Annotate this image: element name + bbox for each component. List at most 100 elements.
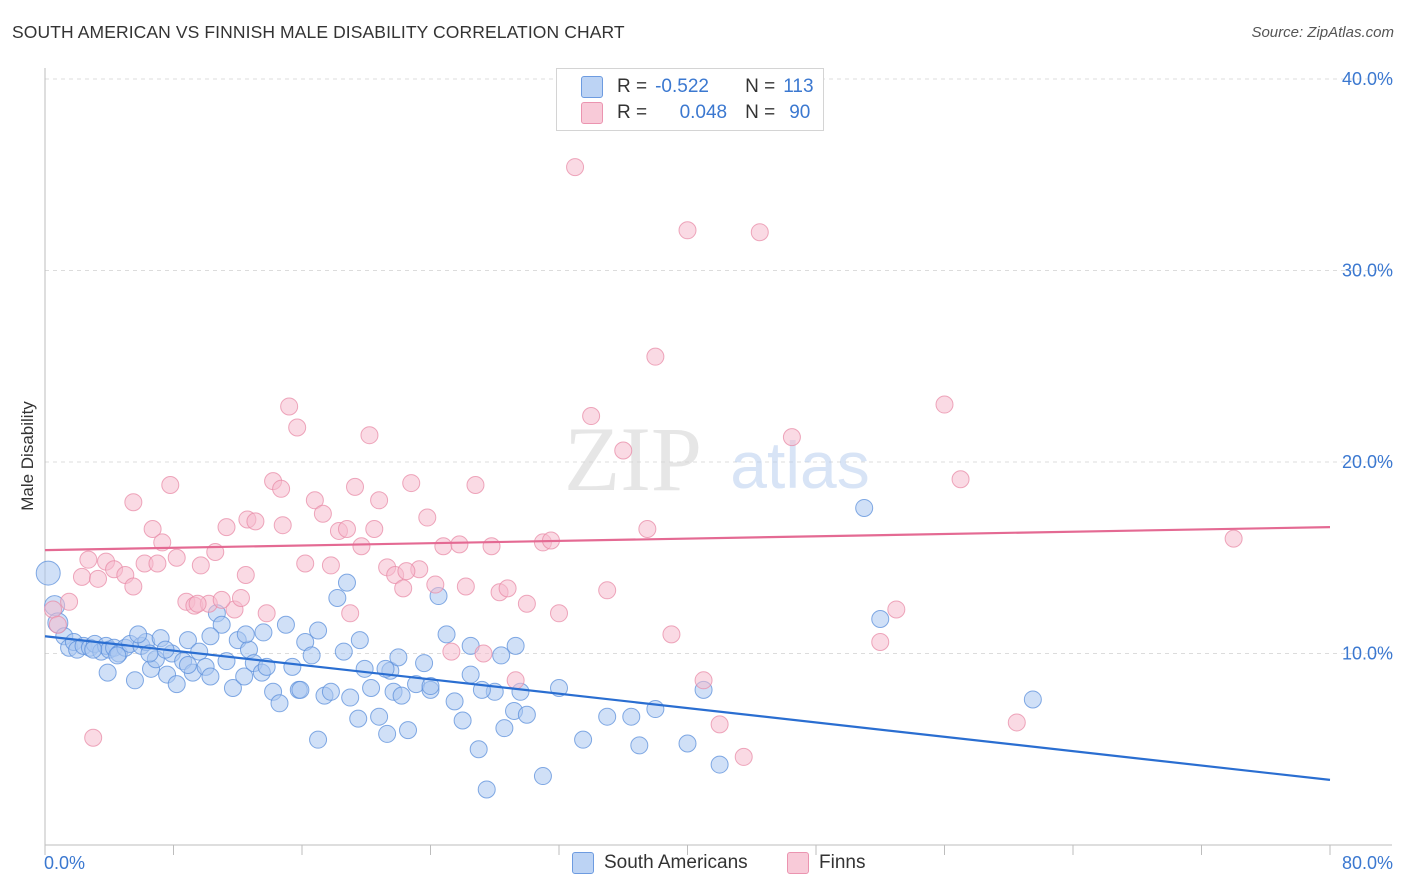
finn-point xyxy=(143,520,162,539)
south-american-point xyxy=(445,692,464,711)
finn-point xyxy=(161,475,180,494)
finn-point xyxy=(341,604,360,623)
legend-r-value-finns: 0.048 xyxy=(679,102,728,123)
south-american-point xyxy=(871,610,890,629)
finn-point xyxy=(48,615,67,634)
x-tick-label: 0.0% xyxy=(44,853,85,873)
south-american-point xyxy=(309,621,328,640)
finn-point xyxy=(188,594,207,613)
finn-point xyxy=(305,491,324,510)
legend-n-value-south-americans: 113 xyxy=(783,76,814,97)
south-american-point xyxy=(1023,690,1042,709)
finn-point xyxy=(217,518,236,537)
finn-point xyxy=(352,537,371,556)
south-american-point xyxy=(321,682,340,701)
south-american-point xyxy=(129,625,148,644)
finn-point xyxy=(710,715,729,734)
x-tick-label: 80.0% xyxy=(1342,853,1393,873)
legend-r-label: R = xyxy=(617,76,648,97)
finn-point xyxy=(506,671,525,690)
legend-n-label: N = xyxy=(745,76,776,97)
south-american-point xyxy=(309,730,328,749)
south-american-point xyxy=(421,677,440,696)
finn-point xyxy=(124,577,143,596)
series-finns xyxy=(44,158,1243,766)
series-label-finns: Finns xyxy=(819,852,866,873)
south-american-point xyxy=(350,631,369,650)
finn-point xyxy=(124,493,143,512)
finn-point xyxy=(365,520,384,539)
finn-point xyxy=(296,554,315,573)
south-american-point xyxy=(495,719,514,738)
south-american-point xyxy=(235,667,254,686)
finn-point xyxy=(72,567,91,586)
south-american-point xyxy=(710,755,729,774)
finn-point xyxy=(782,428,801,447)
south-american-point xyxy=(378,724,397,743)
finn-point xyxy=(1007,713,1026,732)
south-american-point xyxy=(349,709,368,728)
finn-point xyxy=(236,565,255,584)
south-american-point xyxy=(574,730,593,749)
legend-n-value-finns: 90 xyxy=(789,102,811,123)
south-american-point xyxy=(334,642,353,661)
legend-row-finns: R = 0.048 N = 90 xyxy=(581,101,810,125)
south-american-point xyxy=(337,573,356,592)
south-american-point xyxy=(190,642,209,661)
south-american-point xyxy=(178,631,197,650)
finn-point xyxy=(1224,529,1243,548)
finn-point xyxy=(678,221,697,240)
finn-point xyxy=(434,537,453,556)
finn-point xyxy=(280,397,299,416)
stats-legend: R = -0.522 N = 113 R = 0.048 N = 90 xyxy=(556,68,824,131)
south-american-point xyxy=(506,636,525,655)
finn-point xyxy=(498,579,517,598)
y-tick-label: 20.0% xyxy=(1342,452,1393,472)
south-american-point xyxy=(389,648,408,667)
data-points xyxy=(35,158,1243,799)
south-american-point xyxy=(598,707,617,726)
legend-r-label: R = xyxy=(617,102,648,123)
finn-point xyxy=(474,644,493,663)
finn-point xyxy=(598,581,617,600)
finn-point xyxy=(646,347,665,366)
finn-point xyxy=(951,470,970,489)
south-american-point xyxy=(302,646,321,665)
south-american-point xyxy=(517,705,536,724)
finn-point xyxy=(397,562,416,581)
finn-point xyxy=(426,575,445,594)
series-legend-finns[interactable]: Finns xyxy=(787,852,865,874)
finn-point xyxy=(89,569,108,588)
finn-point xyxy=(273,516,292,535)
finn-point xyxy=(482,537,501,556)
finn-point xyxy=(79,550,98,569)
series-south-americans xyxy=(35,498,1042,799)
south-american-point xyxy=(622,707,641,726)
south-american-point xyxy=(254,623,273,642)
source-credit: Source: ZipAtlas.com xyxy=(1251,24,1394,41)
series-swatch-south-americans xyxy=(572,852,594,874)
south-american-point xyxy=(201,667,220,686)
trend-line-south-americans xyxy=(44,635,1331,781)
finn-point xyxy=(871,633,890,652)
legend-n-label: N = xyxy=(745,102,776,123)
finn-point xyxy=(450,535,469,554)
south-american-point xyxy=(370,707,389,726)
series-legend-south-americans[interactable]: South Americans xyxy=(572,852,748,874)
south-american-point xyxy=(437,625,456,644)
legend-row-south-americans: R = -0.522 N = 113 xyxy=(581,75,814,99)
south-american-point xyxy=(276,615,295,634)
gridlines xyxy=(45,78,1392,654)
finn-point xyxy=(212,590,231,609)
south-american-point xyxy=(461,665,480,684)
south-american-point xyxy=(341,688,360,707)
finn-point xyxy=(614,441,633,460)
finn-point xyxy=(84,728,103,747)
south-american-point xyxy=(328,588,347,607)
finn-point xyxy=(750,223,769,242)
finn-point xyxy=(44,600,63,619)
finn-point xyxy=(887,600,906,619)
watermark-zip: ZIP xyxy=(564,408,702,510)
south-american-point xyxy=(257,657,276,676)
